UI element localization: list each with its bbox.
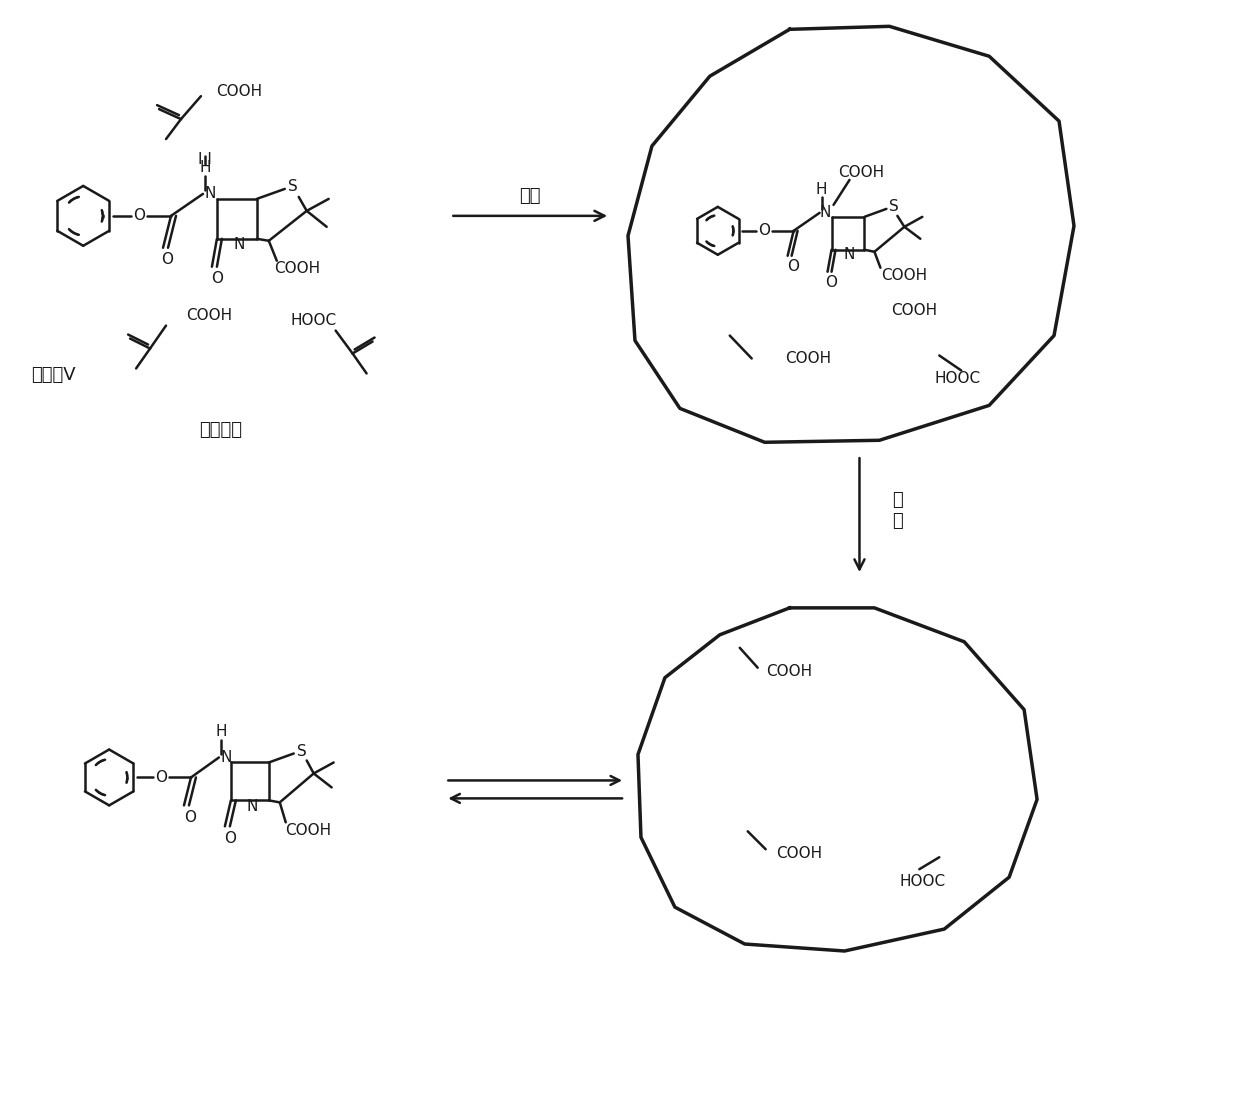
Text: S: S [297, 744, 306, 759]
Text: 聚合: 聚合 [520, 187, 541, 204]
Text: COOH: COOH [216, 83, 262, 99]
Text: N: N [844, 248, 856, 262]
Text: N: N [819, 206, 832, 220]
Text: O: O [826, 276, 838, 290]
Text: I I: I I [199, 152, 212, 168]
Text: COOH: COOH [777, 845, 823, 861]
Text: N: N [220, 750, 231, 765]
Text: 提
取: 提 取 [892, 491, 903, 530]
Text: H: H [215, 724, 226, 739]
Text: H: H [199, 160, 211, 176]
Text: O: O [758, 223, 769, 239]
Text: HOOC: HOOC [934, 371, 980, 386]
Text: O: O [211, 271, 222, 287]
Text: S: S [287, 179, 297, 194]
Text: 青霉素V: 青霉素V [31, 367, 76, 384]
Text: O: O [224, 831, 236, 845]
Text: COOH: COOH [784, 351, 831, 366]
Text: N: N [234, 238, 245, 252]
Text: COOH: COOH [892, 303, 938, 318]
Text: O: O [184, 810, 196, 824]
Text: COOH: COOH [186, 308, 232, 323]
Text: COOH: COOH [838, 166, 884, 180]
Text: H: H [816, 182, 827, 198]
Text: COOH: COOH [285, 823, 331, 838]
Text: HOOC: HOOC [899, 873, 945, 889]
Text: O: O [161, 252, 174, 268]
Text: COOH: COOH [274, 261, 320, 277]
Text: COOH: COOH [767, 664, 813, 679]
Text: O: O [787, 259, 798, 274]
Text: 异丁烯酸: 异丁烯酸 [200, 421, 242, 439]
Text: O: O [155, 770, 167, 785]
Text: O: O [134, 209, 145, 223]
Text: COOH: COOH [882, 268, 928, 283]
Text: N: N [205, 187, 216, 201]
Text: N: N [246, 799, 257, 814]
Text: S: S [888, 199, 898, 214]
Text: HOOC: HOOC [291, 313, 337, 328]
